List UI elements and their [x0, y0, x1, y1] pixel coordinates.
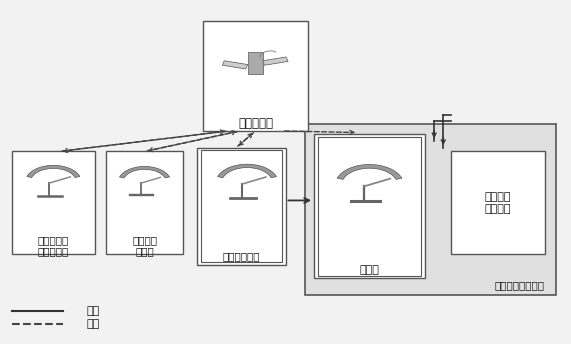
Text: 通信业务
控制中心: 通信业务 控制中心 [484, 192, 511, 214]
Wedge shape [218, 164, 276, 178]
Bar [106, 151, 183, 254]
Bar [248, 52, 263, 74]
Bar [318, 137, 421, 276]
Bar [305, 124, 556, 295]
Text: 空间分系统: 空间分系统 [238, 117, 273, 130]
Text: 测控: 测控 [86, 320, 99, 330]
Bar [203, 21, 308, 131]
Text: 跟踪管理
分系统: 跟踪管理 分系统 [132, 235, 157, 257]
Text: 地球站: 地球站 [360, 265, 380, 275]
Wedge shape [27, 165, 80, 178]
Bar [197, 148, 286, 265]
Text: 通信地球站分系统: 通信地球站分系统 [494, 280, 545, 290]
Bar [201, 150, 282, 262]
Wedge shape [337, 164, 402, 180]
Bar [314, 134, 425, 278]
Bar [263, 57, 288, 65]
Bar [12, 151, 95, 254]
Bar [451, 151, 545, 254]
Text: 地面控制中心: 地面控制中心 [223, 251, 260, 261]
Wedge shape [119, 166, 170, 178]
Text: 通信: 通信 [86, 306, 99, 316]
Text: 跟踪遥测及
指令分系统: 跟踪遥测及 指令分系统 [38, 235, 69, 257]
Bar [222, 61, 248, 69]
